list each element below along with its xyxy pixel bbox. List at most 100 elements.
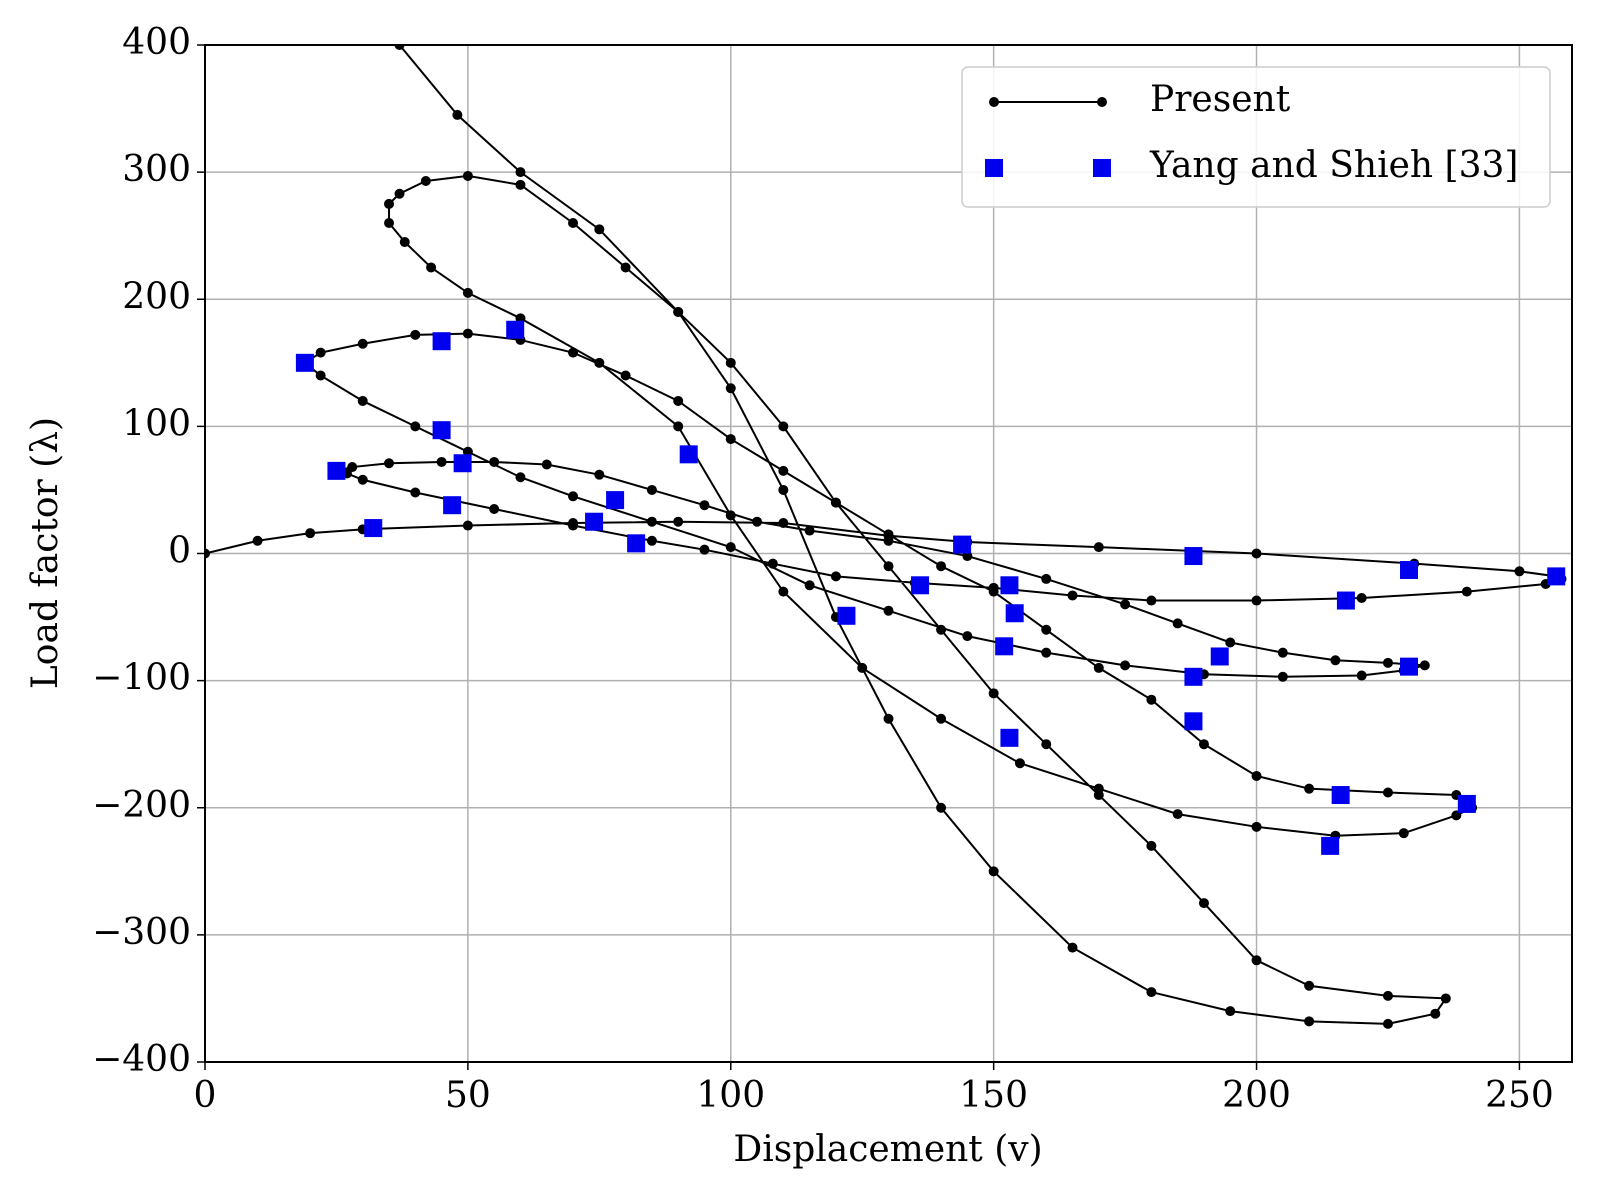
point [1041, 624, 1052, 635]
point [1321, 836, 1340, 855]
point [830, 571, 841, 582]
point [620, 262, 631, 273]
point [679, 445, 698, 464]
point [1356, 670, 1367, 681]
point [432, 421, 451, 440]
y-tick-label: 100 [122, 403, 191, 444]
point [1093, 662, 1104, 673]
y-tick-label: 0 [168, 531, 191, 572]
point [673, 421, 684, 432]
point [646, 535, 657, 546]
y-tick-label: −100 [92, 658, 191, 699]
x-tick-label: 100 [696, 1075, 765, 1116]
point [515, 179, 526, 190]
point [1457, 794, 1476, 813]
point [1005, 604, 1024, 623]
point [778, 586, 789, 597]
point [489, 504, 500, 515]
point [673, 516, 684, 527]
point [1184, 712, 1203, 731]
point [1172, 618, 1183, 629]
point [384, 458, 395, 469]
point [568, 491, 579, 502]
point [1331, 786, 1350, 805]
legend-marker [1097, 97, 1107, 107]
point [883, 561, 894, 572]
y-axis-label: Load factor (λ) [25, 417, 66, 689]
point [594, 357, 605, 368]
point [1184, 667, 1203, 686]
point [988, 688, 999, 699]
point [347, 462, 358, 473]
point [568, 520, 579, 531]
point [725, 383, 736, 394]
point [327, 461, 346, 480]
y-tick-label: 400 [122, 22, 191, 63]
point [1461, 586, 1472, 597]
point [357, 395, 368, 406]
point [506, 320, 525, 339]
point [594, 469, 605, 480]
point [936, 713, 947, 724]
point [399, 237, 410, 248]
point [1251, 548, 1262, 559]
point [364, 519, 383, 538]
point [995, 637, 1014, 656]
point [426, 262, 437, 273]
point [1225, 1006, 1236, 1017]
point [384, 198, 395, 209]
point [883, 605, 894, 616]
x-axis-label: Displacement (v) [733, 1129, 1042, 1170]
point [436, 456, 447, 467]
point [452, 109, 463, 120]
x-tick-label: 250 [1485, 1075, 1554, 1116]
point [394, 188, 405, 199]
point [1184, 547, 1203, 566]
point [1251, 770, 1262, 781]
point [725, 434, 736, 445]
legend-marker [1093, 159, 1111, 177]
point [646, 516, 657, 527]
point [1067, 590, 1078, 601]
point [1041, 573, 1052, 584]
point [1041, 647, 1052, 658]
point [315, 347, 326, 358]
point [988, 866, 999, 877]
point [830, 497, 841, 508]
point [1041, 739, 1052, 750]
point [804, 525, 815, 536]
x-tick-label: 200 [1222, 1075, 1291, 1116]
point [1146, 987, 1157, 998]
point [1210, 647, 1229, 666]
point [1093, 542, 1104, 553]
point [541, 459, 552, 470]
point [1398, 828, 1409, 839]
point [315, 370, 326, 381]
point [410, 487, 421, 498]
point [515, 472, 526, 483]
point [410, 329, 421, 340]
point [295, 353, 314, 372]
legend-marker [989, 97, 999, 107]
point [1336, 591, 1355, 610]
point [778, 484, 789, 495]
point [1093, 790, 1104, 801]
point [752, 516, 763, 527]
point [988, 586, 999, 597]
point [725, 510, 736, 521]
point [804, 580, 815, 591]
point [1251, 955, 1262, 966]
point [305, 528, 316, 539]
point [627, 534, 646, 553]
x-tick-label: 150 [959, 1075, 1028, 1116]
point [1430, 1008, 1441, 1019]
point [1277, 647, 1288, 658]
point [1198, 898, 1209, 909]
point [443, 496, 462, 515]
point [1382, 1018, 1393, 1029]
point [585, 512, 604, 531]
point [357, 474, 368, 485]
point [205, 548, 210, 559]
line [205, 45, 1565, 1025]
point [357, 338, 368, 349]
